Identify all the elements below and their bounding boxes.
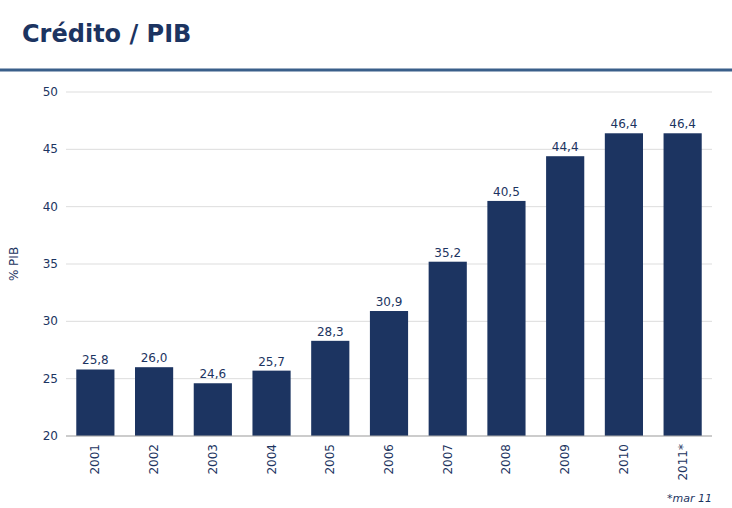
header-separator <box>0 69 732 72</box>
data-label: 25,8 <box>82 353 109 367</box>
bar <box>76 369 114 436</box>
data-label: 24,6 <box>199 367 226 381</box>
x-tick-label: 2010 <box>617 444 631 475</box>
y-tick-label: 50 <box>43 85 58 99</box>
data-label: 40,5 <box>493 185 520 199</box>
bar <box>135 367 173 436</box>
y-tick-label: 35 <box>43 257 58 271</box>
bars <box>76 133 701 436</box>
data-label: 25,7 <box>258 355 285 369</box>
bar <box>252 371 290 436</box>
x-tick-label: 2002 <box>147 444 161 475</box>
bar <box>194 383 232 436</box>
bar <box>370 311 408 436</box>
page: {"chart_data": {"type": "bar", "title": … <box>0 0 732 508</box>
x-axis-line <box>66 436 712 437</box>
x-axis: 2001 2002 2003 2004 2005 2006 2007 2008 2009 2010… <box>88 444 689 481</box>
y-axis: 20 25 30 35 40 45 50 <box>43 85 58 443</box>
bar <box>429 262 467 436</box>
x-tick-label: 2009 <box>558 444 572 475</box>
grid-line <box>66 436 712 437</box>
x-tick-label: 2007 <box>441 444 455 475</box>
chart-svg: Crédito / PIB 20 25 30 35 40 45 50 % PIB 25,8 26,0… <box>0 0 732 508</box>
bar <box>311 341 349 436</box>
x-tick-label: 2001 <box>88 444 102 475</box>
y-tick-label: 20 <box>43 429 58 443</box>
x-tick-label: 2004 <box>265 444 279 475</box>
data-label: 30,9 <box>376 295 403 309</box>
y-tick-label: 25 <box>43 372 58 386</box>
y-tick-label: 45 <box>43 142 58 156</box>
x-tick-label: 2003 <box>206 444 220 475</box>
bar <box>605 133 643 436</box>
bar <box>487 201 525 436</box>
x-tick-label: 2005 <box>323 444 337 475</box>
annotation: *mar 11 <box>667 492 712 505</box>
data-label: 44,4 <box>552 140 579 154</box>
data-label: 46,4 <box>611 117 638 131</box>
y-tick-label: 30 <box>43 314 58 328</box>
x-tick-label: 2008 <box>499 444 513 475</box>
data-labels: 25,8 26,0 24,6 25,7 28,3 30,9 35,2 40,5 44,4 46,4… <box>82 117 696 381</box>
x-tick-label: 2006 <box>382 444 396 475</box>
y-axis-label: % PIB <box>7 247 21 281</box>
data-label: 26,0 <box>141 351 168 365</box>
y-tick-label: 40 <box>43 200 58 214</box>
title: Crédito / PIB <box>22 20 191 48</box>
x-tick-label: 2011* <box>676 444 690 481</box>
bar <box>664 133 702 436</box>
data-label: 35,2 <box>434 246 461 260</box>
data-label: 28,3 <box>317 325 344 339</box>
bar <box>546 156 584 436</box>
chart-container: Crédito / PIB 20 25 30 35 40 45 50 % PIB 25,8 26,0… <box>0 0 732 508</box>
data-label: 46,4 <box>669 117 696 131</box>
grid-line <box>66 92 712 93</box>
